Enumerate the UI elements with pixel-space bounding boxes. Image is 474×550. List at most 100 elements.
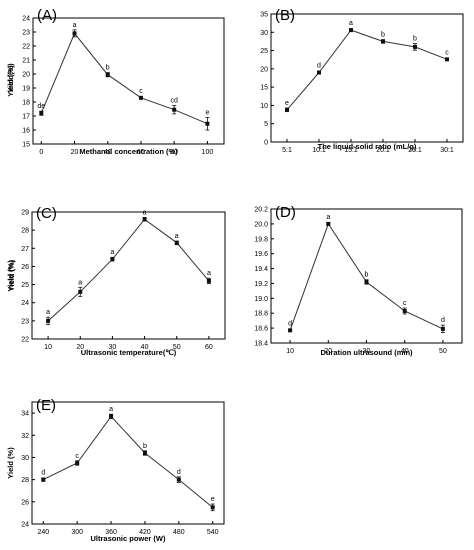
y-tick-label: 30	[21, 455, 29, 462]
significance-label: a	[109, 406, 113, 413]
x-tick-label: 50	[439, 348, 447, 355]
x-tick-label: 300	[71, 529, 83, 536]
data-point	[285, 107, 289, 112]
series-line	[286, 29, 448, 111]
y-tick-label: 18.4	[254, 341, 268, 348]
x-tick-label: 360	[105, 529, 117, 536]
x-tick-label: 20	[324, 348, 332, 355]
x-tick-label: 40	[401, 348, 409, 355]
data-point	[174, 240, 179, 245]
y-tick-label: 0	[264, 140, 268, 147]
x-axis-title: Duration ultrasound (min)	[320, 348, 413, 357]
y-tick-label: 20.2	[254, 207, 268, 214]
panel-label: (D)	[275, 204, 296, 221]
series-line	[40, 32, 208, 125]
y-tick-label: 23	[22, 30, 30, 37]
y-tick-label: 16	[22, 128, 30, 135]
data-point	[41, 477, 46, 482]
x-tick-label: 30	[363, 348, 371, 355]
significance-label: a	[207, 270, 211, 277]
y-tick-label: 34	[21, 411, 29, 418]
data-point	[176, 477, 181, 482]
y-tick-label: 21	[22, 58, 30, 65]
x-tick-label: 25:1	[408, 147, 422, 154]
x-tick-label: 10	[286, 348, 294, 355]
x-axis-title: Methanol concentration (%)	[79, 147, 178, 156]
significance-label: c	[75, 453, 79, 460]
significance-label: d	[441, 317, 445, 324]
x-tick-label: 100	[202, 149, 214, 156]
x-tick-label: 540	[207, 529, 219, 536]
data-point	[381, 39, 385, 44]
y-axis-title: Yield(%)	[6, 63, 15, 93]
plot-frame	[270, 13, 464, 143]
significance-label: b	[143, 443, 147, 450]
y-tick-label: 27	[21, 246, 29, 253]
y-tick-label: 35	[260, 12, 268, 19]
y-tick-label: 28	[21, 228, 29, 235]
significance-label: e	[211, 496, 215, 503]
significance-label: d	[317, 63, 321, 70]
y-tick-label: 5	[264, 121, 268, 128]
x-tick-label: 10	[44, 344, 52, 351]
y-axis-title: Yield (%)	[6, 260, 15, 292]
y-tick-label: 10	[260, 103, 268, 110]
y-tick-label: 24	[21, 522, 29, 529]
x-tick-label: 30:1	[440, 147, 454, 154]
data-point	[72, 31, 77, 36]
significance-label: a	[78, 279, 82, 286]
panel-a-methanol-concentration: 15 16 17 18 19 20 21 22 23 24 0 20 40 60 80 100 Methanol…	[6, 7, 225, 156]
y-tick-label: 24	[21, 300, 29, 307]
data-point	[110, 257, 115, 262]
data-point	[138, 95, 143, 100]
data-point	[349, 28, 353, 33]
data-point	[109, 414, 114, 419]
data-point	[205, 121, 210, 126]
y-tick-label: 23	[21, 318, 29, 325]
x-tick-label: 40	[104, 149, 112, 156]
panel-d-duration-ultrasound: 18.4 18.6 18.8 19.0 19.2 19.4 19.6 19.8 20.0 20.2…	[6, 204, 463, 357]
plot-frame	[31, 401, 225, 525]
significance-label: a	[73, 22, 77, 29]
data-point	[288, 328, 293, 333]
y-tick-label: 19.0	[254, 296, 268, 303]
x-tick-label: 240	[37, 529, 49, 536]
data-point	[364, 279, 369, 284]
data-point	[105, 72, 110, 77]
significance-label: b	[413, 36, 417, 43]
significance-label: c	[445, 49, 449, 56]
y-tick-label: 22	[22, 44, 30, 51]
significance-label: a	[143, 209, 147, 216]
significance-label: b	[106, 65, 110, 72]
series-line	[47, 218, 210, 322]
y-tick-label: 18.6	[254, 326, 268, 333]
x-tick-label: 420	[139, 529, 151, 536]
x-axis-title: The liquid-solid ratio (mL/g)	[318, 142, 417, 151]
y-tick-label: 22	[21, 337, 29, 344]
y-axis-title: Yield (%)	[6, 447, 15, 479]
data-point	[440, 326, 445, 331]
y-tick-label: 25	[260, 48, 268, 55]
y-tick-label: 15	[22, 142, 30, 149]
y-tick-label: 15	[260, 85, 268, 92]
x-tick-label: 5:1	[282, 147, 292, 154]
y-tick-label: 32	[21, 433, 29, 440]
x-tick-label: 80	[170, 149, 178, 156]
y-tick-label: 28	[21, 477, 29, 484]
panel-label: (C)	[36, 205, 57, 222]
significance-label: a	[46, 309, 50, 316]
y-tick-label: 19	[22, 86, 30, 93]
data-point	[172, 107, 177, 112]
data-point	[210, 505, 215, 510]
panel-c-ultrasonic-temperature: 22 23 24 25 26 27 28 29 10 20 30 40 50 60 Ultrasonic t…	[7, 205, 226, 357]
panel-b-liquid-solid-ratio: 0 5 10 15 20 25 30 35 5:1 10:1 15:1 20:1 25:1 30:1 The…	[6, 7, 464, 154]
y-axis-title: Yield (%)	[7, 259, 16, 291]
significance-label: a	[326, 214, 330, 221]
panel-label: (A)	[37, 7, 57, 24]
y-tick-label: 19.2	[254, 281, 268, 288]
x-axis-title: Ultrasonic power (W)	[90, 534, 166, 543]
data-point	[39, 111, 44, 116]
y-tick-label: 29	[21, 210, 29, 217]
series-line	[43, 415, 214, 508]
